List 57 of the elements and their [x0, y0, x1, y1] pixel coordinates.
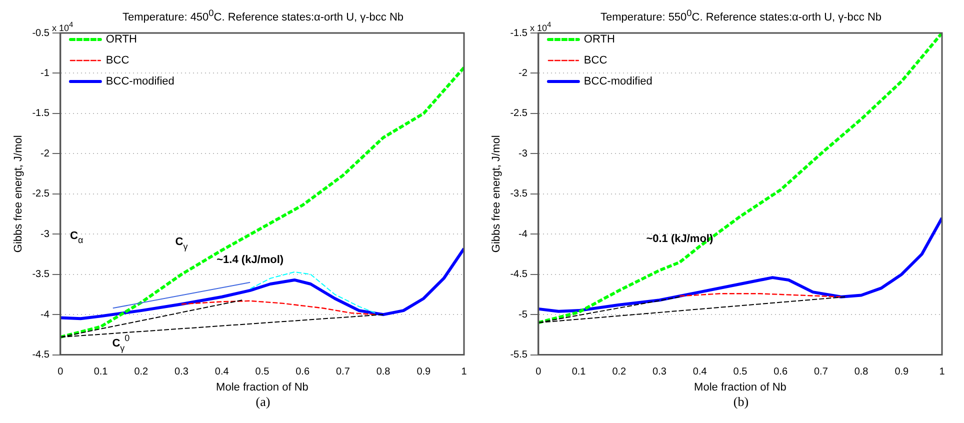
y-tick-label: -4.5	[510, 269, 528, 280]
x-tick-label: 0.9	[416, 366, 432, 378]
x-tick-label: 0.2	[134, 366, 149, 378]
annotation: x 10$^{4}$	[52, 20, 74, 33]
y-tick-label: -0.5	[32, 28, 50, 39]
y-axis-title: Gibbs free energt, J/mol	[490, 135, 503, 253]
x-tick-label: 0.6	[774, 366, 788, 378]
annotation: x 10$^{4}$	[530, 20, 552, 33]
y-tick-label: -4	[518, 228, 528, 240]
y-tick-label: -4.5	[32, 350, 50, 361]
x-tick-label: 0.5	[733, 366, 748, 378]
x-tick-label: 0.8	[376, 366, 391, 378]
y-tick-label: -3	[518, 148, 528, 160]
y-tick-label: -3.5	[510, 188, 528, 200]
annotation: ~1.4 (kJ/mol)	[216, 254, 284, 266]
x-axis-title: Mole fraction of Nb	[694, 381, 786, 394]
x-tick-label: 1	[461, 366, 468, 378]
y-tick-label: -1	[40, 68, 50, 79]
chart-title: Temperature: 450$^{0}$C. Reference states:α-orth U, γ-bcc Nb	[122, 8, 404, 24]
y-tick-label: -1.5	[510, 28, 528, 39]
x-tick-label: 0.4	[214, 366, 230, 378]
y-axis-title: Gibbs free energt, J/mol	[12, 135, 25, 253]
y-tick-label: -2	[518, 68, 528, 79]
y-tick-label: -2	[40, 148, 50, 160]
y-tick-label: -5.5	[510, 350, 528, 361]
x-tick-label: 0.3	[174, 366, 189, 378]
y-tick-label: -1.5	[32, 108, 50, 120]
y-tick-label: -2.5	[32, 188, 50, 200]
legend-label: BCC-modified	[584, 76, 652, 88]
legend-label: ORTH	[106, 34, 137, 46]
y-tick-label: -2.5	[510, 108, 528, 120]
x-tick-label: 0.3	[652, 366, 667, 378]
x-tick-label: 0	[58, 366, 64, 378]
x-tick-label: 0.7	[814, 366, 828, 378]
y-tick-label: -3.5	[32, 269, 50, 280]
x-tick-label: 0.7	[336, 366, 350, 378]
x-tick-label: 0.1	[94, 366, 108, 378]
legend-label: BCC	[584, 54, 608, 67]
x-tick-label: 1	[939, 366, 946, 378]
legend-label: BCC	[106, 54, 130, 67]
x-tick-label: 0.5	[255, 366, 270, 378]
x-tick-label: 0.2	[612, 366, 627, 378]
x-tick-label: 0.6	[296, 366, 310, 378]
text: (b)	[732, 394, 750, 410]
x-tick-label: 0.9	[894, 366, 910, 378]
x-tick-label: 0.1	[572, 366, 586, 378]
y-tick-label: -4	[40, 309, 50, 320]
x-axis-title: Mole fraction of Nb	[216, 381, 308, 394]
x-tick-label: 0.4	[692, 366, 708, 378]
x-tick-label: 0.8	[854, 366, 869, 378]
text: (a)	[254, 394, 272, 410]
legend-label: ORTH	[584, 34, 615, 46]
y-tick-label: -5	[518, 309, 528, 320]
y-tick-label: -3	[40, 228, 50, 240]
x-tick-label: 0	[536, 366, 542, 378]
chart-title: Temperature: 550$^{0}$C. Reference states:α-orth U, γ-bcc Nb	[600, 8, 882, 24]
legend-label: BCC-modified	[106, 76, 174, 88]
